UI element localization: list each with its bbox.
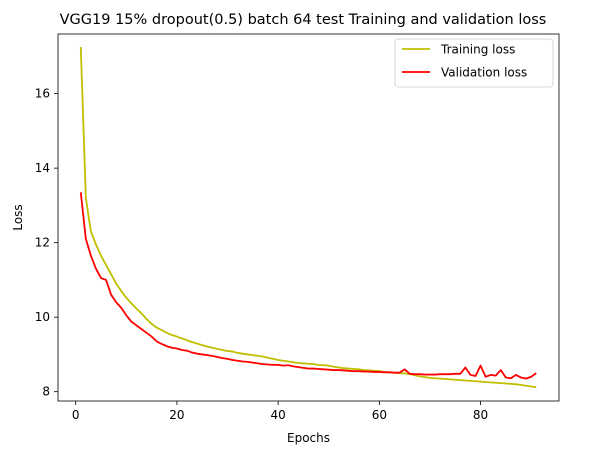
y-tick-label: 16	[35, 87, 50, 101]
x-axis-ticks: 0 20 40 60 80	[72, 401, 488, 422]
y-axis-label: Loss	[11, 204, 25, 230]
y-axis-ticks: 8 10 12 14 16	[35, 87, 58, 399]
x-tick-label: 40	[270, 408, 285, 422]
y-tick-label: 12	[35, 236, 50, 250]
legend: Training loss Validation loss	[395, 39, 553, 87]
legend-label-validation: Validation loss	[441, 66, 527, 80]
x-tick-label: 60	[372, 408, 387, 422]
chart-title: VGG19 15% dropout(0.5) batch 64 test Tra…	[60, 12, 547, 28]
legend-label-training: Training loss	[440, 43, 515, 57]
x-tick-label: 0	[72, 408, 80, 422]
y-tick-label: 10	[35, 310, 50, 324]
x-tick-label: 80	[473, 408, 488, 422]
x-axis-label: Epochs	[287, 431, 330, 445]
y-tick-label: 8	[42, 385, 50, 399]
plot-area	[58, 34, 559, 401]
y-tick-label: 14	[35, 161, 50, 175]
x-tick-label: 20	[169, 408, 184, 422]
